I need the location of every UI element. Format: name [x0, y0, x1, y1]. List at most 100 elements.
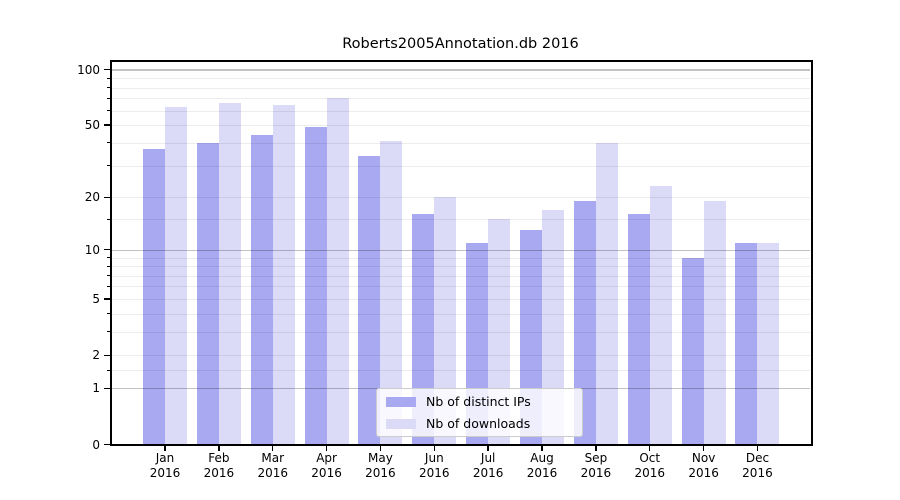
bar-ips-jun [412, 214, 435, 445]
gridline-minor-9 [111, 257, 810, 259]
x-label-year: 2016 [257, 465, 288, 480]
gridline-minor-40 [111, 142, 810, 144]
x-label-month: Nov [691, 451, 716, 465]
legend-label-distinct-ips: Nb of distinct IPs [426, 394, 531, 409]
y-tick-label-50: 50 [84, 118, 100, 133]
x-label-month: Mar [261, 451, 285, 465]
y-minortick-70 [106, 97, 110, 99]
bar-ips-may [358, 155, 381, 445]
y-tick-100 [103, 68, 110, 71]
y-minortick-4 [106, 313, 110, 315]
x-label-month: Dec [745, 451, 770, 465]
x-tick-sep [595, 445, 597, 451]
gridline-minor-7 [111, 275, 810, 277]
spine-left [110, 60, 112, 446]
bar-downloads-dec [757, 242, 780, 445]
x-label-year: 2016 [419, 465, 450, 480]
bar-ips-sep [573, 201, 596, 445]
x-tick-feb [218, 445, 220, 451]
gridline-minor-50 [111, 125, 810, 127]
bar-ips-oct [627, 214, 650, 445]
bar-ips-nov [681, 257, 704, 445]
x-tick-label-oct: Oct 2016 [618, 451, 682, 480]
x-label-month: Apr [316, 451, 337, 465]
y-minortick-90 [106, 77, 110, 79]
gridline-minor-80 [111, 87, 810, 89]
bar-ips-feb [196, 142, 219, 445]
x-label-month: Sep [584, 451, 608, 465]
y-minortick-7 [106, 275, 110, 277]
gridline-minor-70 [111, 98, 810, 100]
gridline-major-10 [111, 249, 810, 251]
spine-right [811, 60, 813, 446]
x-label-year: 2016 [311, 465, 342, 480]
x-tick-apr [325, 445, 328, 451]
y-tick-label-10: 10 [84, 242, 100, 257]
x-label-month: May [368, 451, 393, 465]
y-tick-5 [103, 298, 110, 300]
legend-item-downloads: Nb of downloads [386, 417, 573, 430]
x-label-month: Jun [424, 451, 444, 465]
gridline-minor-6 [111, 286, 810, 288]
x-tick-label-feb: Feb 2016 [187, 451, 251, 480]
x-tick-may [379, 445, 382, 451]
y-minortick-8 [106, 265, 110, 267]
gridline-minor-15 [111, 219, 810, 221]
gridline-minor-8 [111, 266, 810, 268]
x-label-year: 2016 [526, 465, 558, 480]
x-tick-label-aug: Aug 2016 [510, 451, 574, 480]
x-tick-label-mar: Mar 2016 [241, 451, 305, 480]
y-tick-label-0: 0 [92, 437, 100, 452]
y-tick-label-5: 5 [92, 291, 100, 306]
x-tick-label-dec: Dec 2016 [725, 451, 789, 480]
x-tick-jun [433, 445, 435, 451]
x-tick-oct [649, 445, 651, 451]
x-label-month: Jul [480, 451, 496, 465]
gridline-minor-60 [111, 110, 810, 112]
bar-downloads-apr [326, 98, 349, 445]
gridline-minor-30 [111, 165, 810, 167]
y-tick-label-100: 100 [77, 62, 100, 77]
x-label-month: Feb [208, 451, 230, 465]
x-label-year: 2016 [634, 465, 665, 480]
y-tick-1 [103, 387, 110, 389]
x-label-year: 2016 [149, 465, 181, 480]
y-tick-label-20: 20 [84, 190, 100, 205]
y-tick-10 [103, 249, 110, 251]
x-label-month: Jan [155, 451, 175, 465]
bar-downloads-aug [542, 209, 565, 445]
gridline-minor-2 [111, 355, 810, 357]
y-minortick-9 [106, 257, 110, 258]
x-label-year: 2016 [472, 465, 504, 480]
bar-ips-apr [304, 126, 327, 445]
gridline-minor-5 [111, 298, 810, 300]
y-minortick-1.5 [106, 369, 110, 371]
x-tick-jul [487, 445, 489, 451]
legend-item-distinct-ips: Nb of distinct IPs [386, 395, 573, 408]
x-label-year: 2016 [203, 465, 235, 480]
gridline-minor-90 [111, 78, 810, 80]
bar-ips-jan [143, 149, 165, 445]
bar-downloads-jun [434, 197, 457, 445]
legend-box: Nb of distinct IPs Nb of downloads [376, 388, 583, 437]
bar-downloads-sep [595, 142, 618, 445]
y-tick-0 [103, 443, 110, 446]
bar-ips-dec [735, 242, 758, 445]
y-tick-label-2: 2 [92, 348, 100, 363]
bar-downloads-may [380, 140, 403, 445]
x-tick-label-sep: Sep 2016 [564, 451, 628, 480]
bar-downloads-jan [165, 106, 187, 445]
legend-label-downloads: Nb of downloads [426, 416, 531, 431]
x-label-year: 2016 [365, 465, 396, 480]
spine-top [110, 60, 813, 62]
x-tick-dec [756, 445, 759, 451]
y-minortick-40 [106, 142, 110, 144]
bar-downloads-mar [272, 105, 295, 445]
y-tick-2 [103, 354, 110, 356]
x-label-month: Aug [530, 451, 554, 465]
bar-downloads-oct [649, 186, 672, 445]
x-tick-label-jun: Jun 2016 [402, 451, 466, 480]
y-minortick-6 [106, 285, 110, 287]
y-minortick-80 [106, 87, 110, 89]
